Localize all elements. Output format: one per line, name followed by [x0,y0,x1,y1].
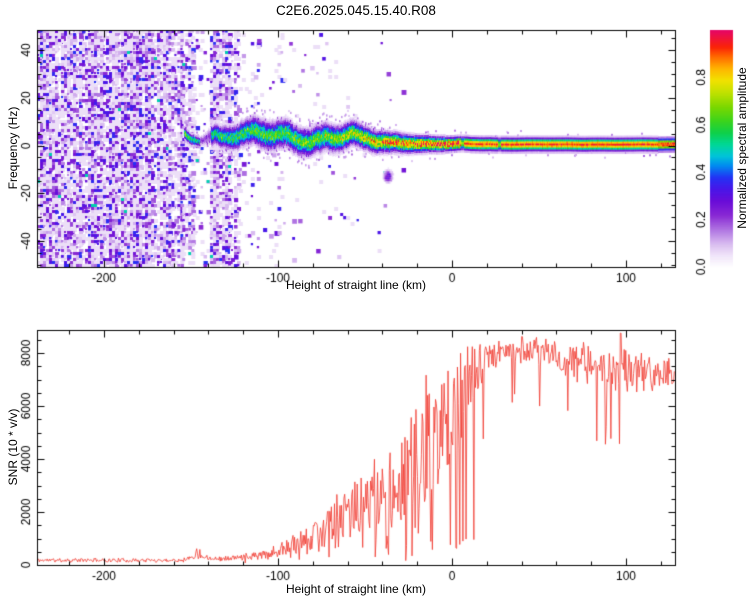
colorbar-label: Normalized spectral amplitude [735,67,749,229]
bottom-yaxis-label: SNR (10 * v/v) [6,408,20,486]
top-xaxis-label: Height of straight line (km) [285,278,427,292]
bottom-xaxis-label: Height of straight line (km) [285,582,427,596]
top-yaxis-label: Frequency (Hz) [6,106,20,190]
figure-title: C2E6.2025.045.15.40.R08 [276,3,436,18]
